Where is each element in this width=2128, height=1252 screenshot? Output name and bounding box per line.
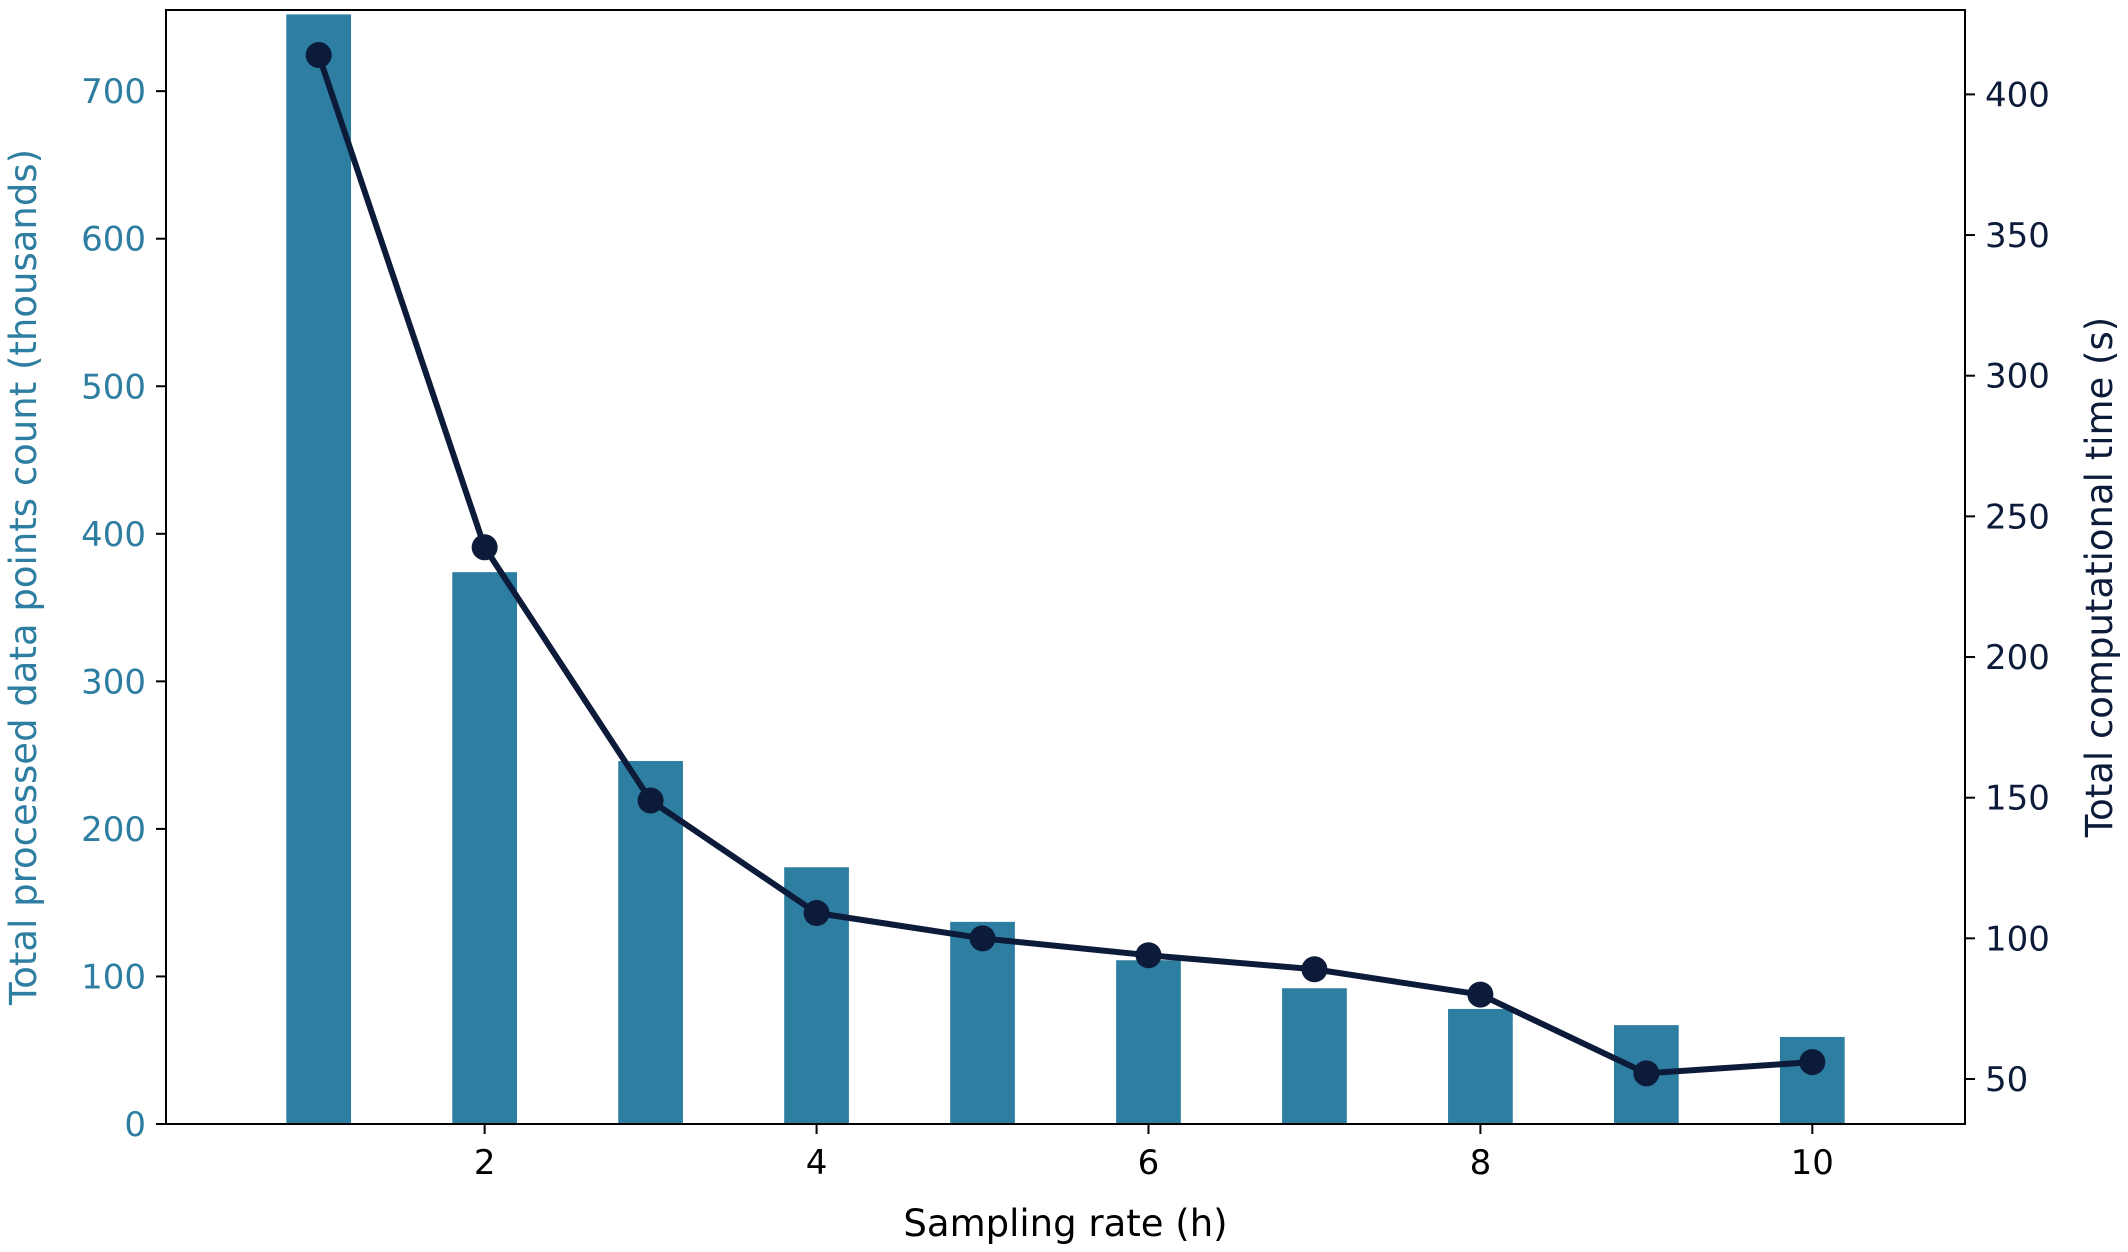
x-axis-label: Sampling rate (h) (903, 1202, 1227, 1245)
x-tick-label: 8 (1470, 1143, 1492, 1183)
right-axis-label: Total computational time (s) (2078, 317, 2121, 838)
bar-series (286, 14, 1845, 1124)
line-path (315, 54, 1813, 1077)
left-tick-label: 600 (81, 220, 146, 260)
right-tick-label: 50 (1985, 1060, 2028, 1100)
right-tick-label: 100 (1985, 919, 2050, 959)
right-tick-label: 300 (1985, 357, 2050, 397)
right-tick-label: 250 (1985, 497, 2050, 537)
right-tick-label: 150 (1985, 779, 2050, 819)
left-tick-label: 400 (81, 515, 146, 555)
bar (1282, 988, 1347, 1124)
right-tick-label: 350 (1985, 216, 2050, 256)
right-axis-ticks: 50 100 150 200 250 300 350 400 (1965, 75, 2050, 1100)
left-tick-label: 300 (81, 662, 146, 702)
line-point (1467, 981, 1494, 1008)
line-point (1633, 1060, 1660, 1087)
x-tick-label: 2 (474, 1143, 496, 1183)
line-point (1135, 942, 1162, 969)
bar (1448, 1008, 1513, 1124)
left-tick-label: 0 (124, 1105, 146, 1145)
line-point (1799, 1049, 1826, 1076)
bar (286, 14, 352, 1124)
left-tick-label: 100 (81, 957, 146, 997)
left-axis-ticks: 0 100 200 300 400 500 600 700 (81, 72, 166, 1145)
left-tick-label: 200 (81, 810, 146, 850)
x-tick-label: 6 (1138, 1143, 1160, 1183)
line-point (471, 534, 498, 561)
bar (618, 761, 683, 1124)
left-tick-label: 500 (81, 367, 146, 407)
line-point (969, 925, 996, 952)
x-tick-label: 10 (1791, 1143, 1834, 1183)
right-tick-label: 400 (1985, 75, 2050, 115)
left-axis-label: Total processed data points count (thous… (2, 149, 45, 1006)
line-point (1301, 956, 1328, 983)
x-axis-ticks: 2 4 6 8 10 (474, 1124, 1834, 1183)
bar (950, 921, 1015, 1124)
line-point (803, 900, 830, 927)
left-tick-label: 700 (81, 72, 146, 112)
x-tick-label: 4 (806, 1143, 828, 1183)
bar (452, 572, 518, 1124)
line-point (637, 787, 664, 814)
plot-frame (165, 9, 1966, 1125)
bar (1116, 960, 1181, 1124)
line-series (305, 42, 1826, 1087)
line-point (305, 42, 332, 69)
right-tick-label: 200 (1985, 638, 2050, 678)
